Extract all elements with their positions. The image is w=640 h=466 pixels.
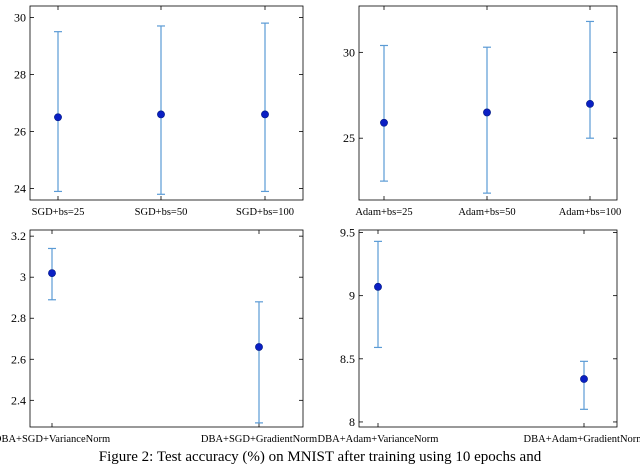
chart-adam-batch-size: 25 30 Adam+bs=25 Adam+bs=50 Adam+bs=100 (343, 5, 622, 218)
mean-point (54, 113, 62, 122)
mean-point (586, 99, 594, 108)
mean-point (380, 118, 388, 127)
x-tick-label: DBA+SGD+VarianceNorm (0, 434, 110, 445)
plot-frame (358, 229, 618, 428)
chart-sgd-batch-size: 24 26 28 30 SGD+bs=25 SGD+bs=50 SGD+bs=100 (14, 5, 304, 218)
x-tick-label: Adam+bs=100 (559, 207, 622, 218)
y-tick-label: 9.5 (340, 226, 355, 240)
mean-point (261, 110, 269, 119)
x-tick-label: Adam+bs=50 (458, 207, 515, 218)
y-tick-label: 3.2 (11, 229, 26, 243)
plot-frame (29, 229, 304, 428)
chart-dba-adam-norm: 8 8.5 9 9.5 DBA+Adam+VarianceNorm DBA+Adam+Gr… (318, 226, 640, 445)
chart-dba-sgd-norm: 2.4 2.6 2.8 3 3.2 DBA+SGD+VarianceNorm DBA+SGD… (0, 229, 317, 445)
plot-frame (358, 5, 618, 201)
x-tick-label: SGD+bs=25 (32, 207, 85, 218)
y-tick-label: 28 (14, 67, 26, 81)
y-tick-label: 25 (343, 131, 355, 145)
figure-caption: Figure 2: Test accuracy (%) on MNIST aft… (98, 449, 542, 465)
x-tick-label: Adam+bs=25 (355, 207, 412, 218)
x-tick-label: DBA+Adam+VarianceNorm (318, 434, 439, 445)
y-tick-label: 2.8 (11, 311, 26, 325)
y-tick-label: 26 (14, 125, 26, 139)
mean-point (374, 282, 382, 291)
plot-frame (29, 5, 304, 201)
y-tick-label: 8.5 (340, 352, 355, 366)
mean-point (255, 343, 263, 351)
y-tick-label: 9 (349, 289, 355, 303)
y-tick-label: 3 (20, 270, 26, 284)
y-tick-label: 30 (343, 45, 355, 59)
y-tick-label: 2.4 (11, 393, 26, 407)
mean-point (483, 108, 491, 117)
mean-point (580, 375, 588, 383)
y-tick-label: 8 (349, 415, 355, 429)
x-tick-label: SGD+bs=50 (135, 207, 188, 218)
mean-point (157, 110, 165, 119)
y-tick-label: 24 (14, 182, 26, 196)
y-tick-label: 30 (14, 10, 26, 24)
figure-charts: 24 26 28 30 SGD+bs=25 SGD+bs=50 SGD+bs=100 25 3… (0, 5, 640, 445)
x-tick-label: DBA+SGD+GradientNorm (201, 434, 317, 445)
y-tick-label: 2.6 (11, 352, 26, 366)
mean-point (48, 269, 56, 277)
x-tick-label: DBA+Adam+GradientNorm (524, 434, 640, 445)
x-tick-label: SGD+bs=100 (236, 207, 294, 218)
